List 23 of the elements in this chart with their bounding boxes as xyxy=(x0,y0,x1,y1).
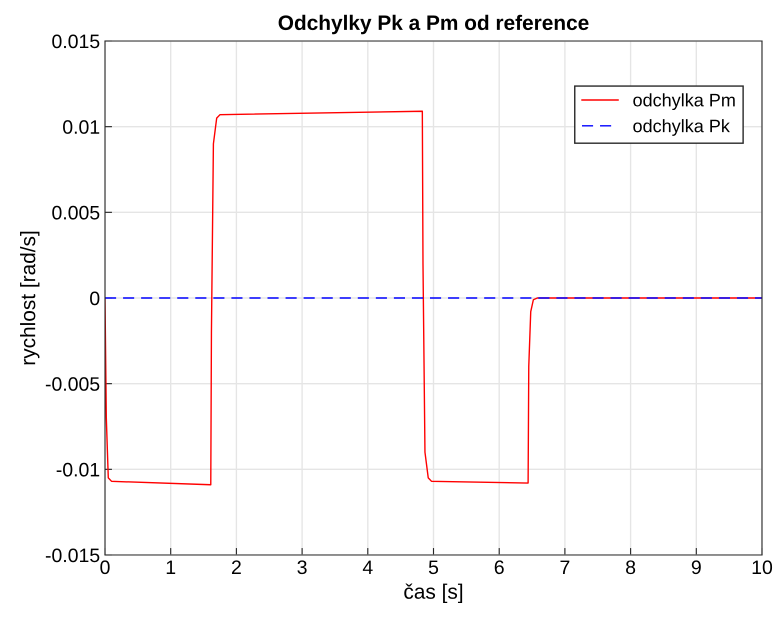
x-tick-label: 4 xyxy=(362,560,373,574)
legend-label: odchylka Pk xyxy=(633,119,730,136)
x-tick-label: 8 xyxy=(626,560,636,574)
x-tick-label: 6 xyxy=(494,560,504,574)
y-tick-label: 0 xyxy=(90,291,100,306)
y-tick-label: -0.01 xyxy=(56,462,100,477)
legend-label: odchylka Pm xyxy=(633,93,735,110)
x-tick-label: 1 xyxy=(166,560,176,574)
chart-title: Odchylky Pk a Pm od reference xyxy=(278,14,589,34)
y-tick-label: -0.015 xyxy=(46,548,100,562)
x-tick-label: 7 xyxy=(560,560,570,574)
x-axis-title: čas [s] xyxy=(404,584,462,604)
y-tick-label: 0.01 xyxy=(63,120,100,134)
x-tick-label: 10 xyxy=(752,560,772,574)
y-axis-title: rychlost [rad/s] xyxy=(20,232,40,364)
y-tick-label: 0.005 xyxy=(52,206,100,220)
x-tick-label: 9 xyxy=(692,560,701,574)
x-tick-label: 2 xyxy=(232,560,241,574)
y-tick-label: -0.005 xyxy=(46,377,100,391)
x-tick-label: 0 xyxy=(100,560,110,574)
x-tick-label: 5 xyxy=(428,560,438,574)
y-tick-label: 0.015 xyxy=(52,34,100,48)
x-tick-label: 3 xyxy=(297,560,307,574)
